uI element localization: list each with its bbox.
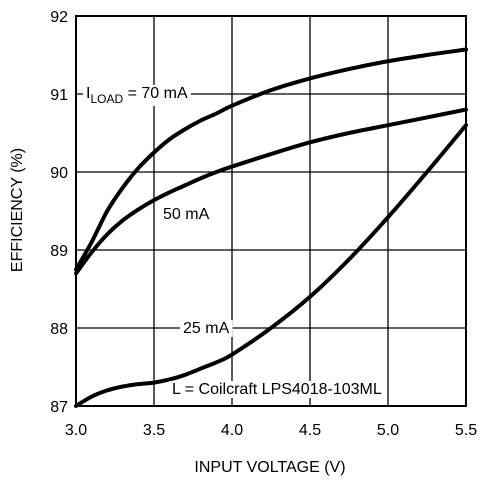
inductor-note: L = Coilcraft LPS4018-103ML (172, 381, 382, 398)
y-tick-label: 92 (50, 9, 68, 26)
x-tick-label: 5.0 (377, 422, 399, 439)
x-axis-title: INPUT VOLTAGE (V) (194, 459, 345, 476)
label-25ma: 25 mA (183, 320, 230, 337)
label-70ma-backing (83, 85, 191, 106)
x-tick-label: 3.5 (143, 422, 165, 439)
label-25ma-backing (180, 320, 233, 337)
y-tick-label: 88 (50, 321, 68, 338)
label-50ma-backing (160, 206, 213, 223)
plot-frame (75, 15, 467, 407)
label-70ma: ILOAD = 70 mA (86, 85, 188, 106)
x-tick-label: 3.0 (65, 422, 87, 439)
inductor-note-backing (169, 381, 385, 398)
series-line-70-ma (74, 47, 468, 272)
y-tick-label: 90 (50, 165, 68, 182)
series-line-25-ma (74, 123, 468, 408)
y-tick-label: 91 (50, 87, 68, 104)
load-symbol: I (86, 85, 90, 102)
x-tick-labels: 3.0 3.5 4.0 4.5 5.0 5.5 (65, 422, 477, 439)
curves (74, 47, 468, 408)
x-tick-label: 5.5 (455, 422, 477, 439)
y-axis-title: EFFICIENCY (%) (9, 148, 26, 272)
plot-border (75, 15, 467, 407)
load-value: = 70 mA (123, 85, 188, 102)
y-tick-label: 87 (50, 399, 68, 416)
y-tick-labels: 87 88 89 90 91 92 (50, 9, 68, 416)
label-50ma: 50 mA (163, 206, 210, 223)
load-subscript: LOAD (90, 92, 123, 106)
series-line-50-ma (74, 107, 468, 276)
x-tick-label: 4.0 (221, 422, 243, 439)
x-tick-label: 4.5 (299, 422, 321, 439)
y-tick-label: 89 (50, 243, 68, 260)
